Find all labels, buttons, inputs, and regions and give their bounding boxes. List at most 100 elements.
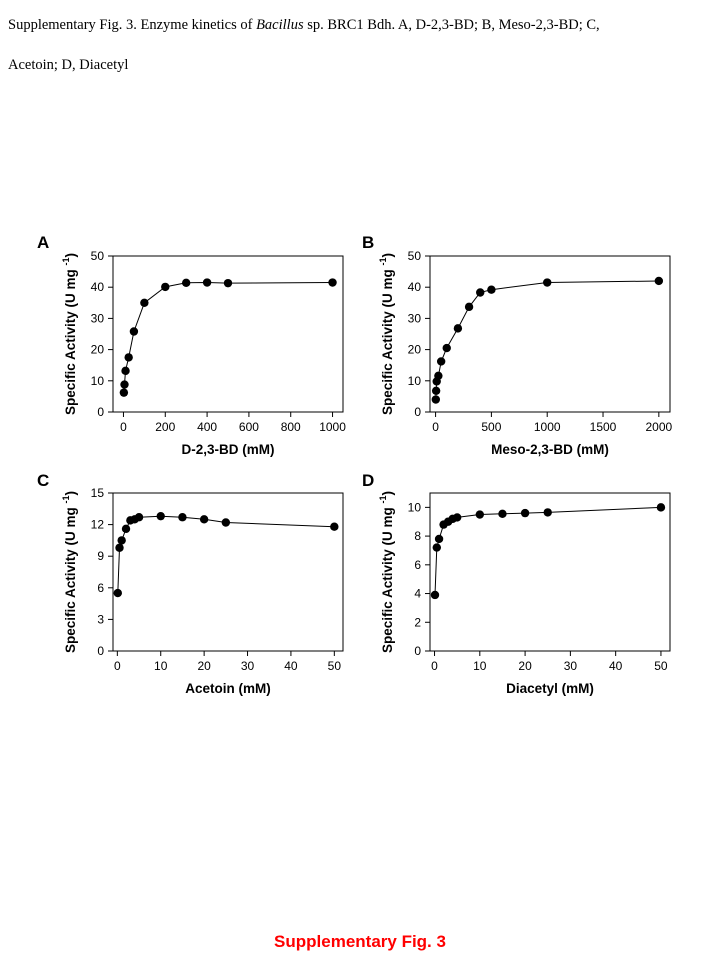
data-point [223,278,233,288]
data-point [181,278,191,288]
y-tick-label: 6 [97,581,104,595]
x-tick-label: 800 [281,420,301,434]
panel-label: C [37,471,49,490]
data-point [487,285,496,294]
series-line [435,280,659,400]
data-point [140,298,149,307]
data-point [432,543,441,552]
data-point [442,343,451,353]
plot-frame [112,255,344,413]
data-point [543,508,552,517]
x-tick-label: 10 [154,659,168,673]
data-point [453,324,463,333]
x-tick-label: 0 [120,420,127,434]
x-tick-label: 40 [609,659,623,673]
y-tick-label: 2 [414,615,421,629]
x-axis-label: Meso-2,3-BD (mM) [491,442,609,457]
y-axis-label: Specific Activity (U mg -1) [61,491,78,653]
y-axis-label: Specific Activity (U mg -1) [61,253,78,415]
chart-panel-d: D 0 2 4 6 8 10 0 10 20 30 40 50 Diacetyl (mM) Specific… [362,471,671,696]
data-point [117,536,126,545]
y-axis-label: Specific Activity (U mg -1) [378,253,395,415]
x-tick-label: 2000 [645,420,672,434]
series-line [117,515,335,594]
data-point [656,503,666,512]
data-point [161,282,170,292]
data-point [434,371,443,381]
data-point [202,278,212,287]
x-tick-label: 10 [473,659,487,673]
y-tick-label: 40 [91,280,105,294]
data-point [119,388,129,397]
data-point [434,534,444,544]
x-tick-label: 30 [564,659,578,673]
x-tick-label: 0 [114,659,121,673]
y-tick-label: 30 [91,311,105,325]
y-tick-label: 20 [408,343,422,357]
y-tick-label: 8 [414,529,421,543]
x-axis-label: D-2,3-BD (mM) [182,442,275,457]
series-line [434,506,661,596]
y-tick-label: 6 [414,558,421,572]
y-tick-label: 9 [97,549,104,563]
data-point [475,510,485,519]
caption-line-1: Supplementary Fig. 3. Enzyme kinetics of… [8,18,708,34]
x-tick-label: 20 [518,659,532,673]
x-tick-label: 50 [328,659,342,673]
x-tick-label: 0 [431,659,438,673]
plot-frame [429,255,671,413]
plot-frame [429,492,671,652]
data-point [476,288,485,297]
caption-line-2: Acetoin; D, Diacetyl [8,57,129,73]
data-point [134,513,144,522]
x-tick-label: 50 [654,659,668,673]
y-tick-label: 15 [91,486,105,500]
data-point [464,302,474,312]
x-tick-label: 1000 [319,420,346,434]
data-point [452,513,462,522]
x-tick-label: 1000 [534,420,561,434]
caption-organism: Bacillus [256,17,304,33]
data-point [178,513,187,522]
data-point [436,357,446,366]
chart-panel-a: A 0 10 20 30 40 50 0 200 400 600 800 1000 D-2,3-BD (m… [37,233,346,457]
y-tick-label: 3 [97,612,104,626]
panel-label: B [362,233,374,252]
panel-label: D [362,471,374,490]
x-tick-label: 40 [284,659,298,673]
data-point [124,353,133,362]
y-tick-label: 0 [414,405,421,419]
x-axis-label: Diacetyl (mM) [506,681,594,696]
data-point [199,515,209,524]
y-tick-label: 10 [408,500,422,514]
series-line [123,281,333,393]
y-tick-label: 50 [91,249,105,263]
figure-caption: Supplementary Fig. 3. Enzyme kinetics of… [8,18,708,74]
data-point [431,386,441,395]
data-point [431,395,441,404]
y-axis-label: Specific Activity (U mg -1) [378,491,395,653]
x-axis-label: Acetoin (mM) [185,681,271,696]
data-point [221,518,231,527]
data-point [543,278,552,287]
x-tick-label: 600 [239,420,259,434]
data-point [328,278,337,287]
x-tick-label: 1500 [590,420,617,434]
data-point [430,590,440,600]
data-point [129,327,139,336]
y-tick-label: 0 [97,405,104,419]
data-point [654,276,664,286]
y-tick-label: 20 [91,343,105,357]
data-point [498,509,507,519]
data-point [121,524,131,534]
footer-title: Supplementary Fig. 3 [274,932,446,951]
panel-label: A [37,233,49,252]
data-point [113,588,122,598]
y-tick-label: 30 [408,311,422,325]
y-tick-label: 0 [97,644,104,658]
data-point [115,543,124,552]
y-tick-label: 50 [408,249,422,263]
y-tick-label: 12 [91,518,105,532]
